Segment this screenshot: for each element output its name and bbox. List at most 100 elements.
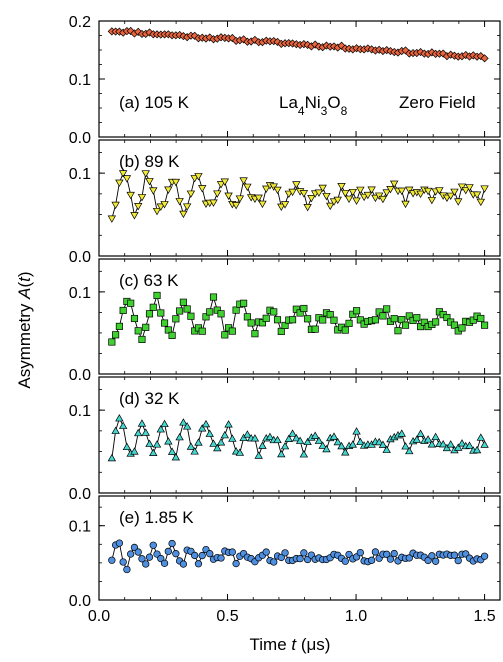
data-point [379,312,387,320]
data-point [319,316,327,324]
data-point [273,37,282,47]
data-point [465,441,474,449]
y-tick-label: 0.1 [69,519,91,536]
data-point [239,177,248,185]
data-point [416,190,425,199]
data-point [457,439,467,447]
data-point [202,313,210,321]
data-point [375,308,383,316]
data-point [108,338,116,346]
data-point [176,307,184,315]
data-point [383,550,391,558]
data-point [442,194,452,203]
data-point [397,187,406,196]
data-point [224,192,233,200]
data-point [481,321,489,329]
data-point [194,438,203,446]
data-point [371,194,380,203]
data-point [337,183,346,191]
data-point [228,434,237,442]
panels: 0.0 0.1 0.2 (a) 105 K 0.0 0.1 (b) 89 K 0.0 0.1 (c… [69,14,501,610]
data-point [378,440,388,448]
data-point [353,307,361,315]
data-point [390,549,398,558]
data-point [280,201,290,209]
data-point [450,321,459,329]
data-point [137,419,147,427]
data-point [281,549,289,557]
data-point [341,557,349,565]
data-point [209,293,218,301]
data-point [348,188,358,197]
data-point [145,439,154,447]
data-point [349,310,357,318]
data-point [149,303,157,311]
data-point [333,437,342,446]
data-point [164,326,172,334]
data-point [141,428,150,436]
data-point [232,559,240,568]
data-point [273,316,282,324]
panel-frame [98,495,501,601]
data-point [262,548,270,556]
data-point [299,450,309,458]
data-point [172,315,180,323]
data-point [299,190,309,198]
data-point [142,323,150,331]
data-point [423,435,433,443]
data-point [213,443,222,452]
data-point [201,419,211,428]
y-tick-label: 0.0 [69,486,91,503]
data-point [115,179,124,187]
data-point [186,190,196,198]
data-point [134,203,143,211]
data-point [413,314,421,322]
data-point [450,188,459,197]
y-axis-title: Asymmetry A(t) [15,271,34,388]
panel-label: (d) 32 K [119,389,180,408]
data-point [122,442,132,451]
data-point [164,437,173,445]
data-point [182,422,192,430]
data-point [277,203,286,211]
data-point [152,440,162,448]
data-point [401,200,410,209]
data-point [115,414,124,422]
data-point [296,309,304,317]
data-point [220,178,230,186]
data-point [405,312,413,320]
data-point [127,550,135,558]
data-point [145,310,154,318]
data-point [428,552,436,560]
data-point [270,308,278,316]
data-point [235,195,245,203]
data-point [423,187,433,196]
data-point [190,175,199,183]
panel-frame [98,20,501,138]
data-point [322,444,331,453]
data-point [480,552,489,560]
data-point [149,541,157,549]
data-point [130,543,139,552]
data-point [292,181,301,189]
data-point [420,318,428,326]
data-point [469,316,477,324]
data-point [137,194,147,202]
data-point [454,198,463,206]
data-point [111,426,120,434]
data-point [243,183,252,192]
data-point [288,188,297,197]
data-point [138,555,146,563]
data-point [164,547,172,556]
data-point [168,539,176,548]
data-point [352,427,361,435]
x-tick-label: 1.0 [345,608,367,625]
data-point [382,189,391,197]
data-point [258,200,267,209]
data-point [374,437,384,446]
data-point [476,198,486,207]
data-point [330,316,338,324]
data-point [438,439,448,448]
data-point [107,453,117,462]
data-point [119,558,127,566]
